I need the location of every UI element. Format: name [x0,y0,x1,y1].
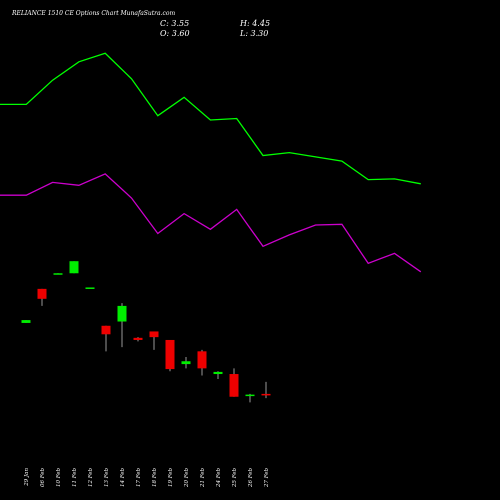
date-label: 13 Feb [104,468,110,488]
high-value: H: 4.45 [240,19,271,28]
candle [117,303,127,348]
candle [181,357,191,369]
candle [213,371,223,379]
candle [53,273,63,275]
date-label: 29 Jan [24,468,30,487]
candle [165,339,175,372]
band-lines [0,52,422,273]
chart-title: RELIANCE 1510 CE Options Chart MunafaSut… [12,10,176,17]
date-label: 14 Feb [120,468,126,488]
candle-body [69,261,79,274]
candle [261,381,271,399]
candle-body [21,320,31,323]
date-label: 20 Feb [184,468,190,489]
date-label: 10 Feb [56,468,62,488]
candle-body [261,393,271,396]
date-label: 17 Feb [136,468,142,488]
open-value: O: 3.60 [160,29,190,38]
date-labels: 29 Jan 06 Feb 10 Feb 11 Feb 12 Feb 13 Feb 14 F… [24,468,270,489]
candle [245,393,255,403]
date-label: 21 Feb [200,468,206,489]
candle-body [229,374,239,397]
candle [229,368,239,397]
candle [133,337,143,342]
candle-body [197,351,207,369]
lower-band-line [0,173,422,273]
candle [101,325,111,352]
candle-body [213,371,223,375]
date-label: 19 Feb [168,468,174,488]
candle-body [37,288,47,299]
candle-body [101,325,111,335]
candle-body [85,287,95,289]
date-label: 27 Feb [264,468,270,489]
candle-body [245,394,255,397]
date-label: 24 Feb [216,468,222,489]
candle-body [117,305,127,322]
candle [37,288,47,306]
candle-body [133,337,143,340]
candles [21,261,271,403]
candle [197,349,207,376]
candle [69,261,79,274]
low-value: L: 3.30 [240,29,269,38]
date-label: 25 Feb [232,468,238,489]
candle-body [165,339,175,370]
date-label: 11 Feb [72,468,78,488]
date-label: 06 Feb [40,468,46,488]
date-label: 12 Feb [88,468,94,488]
candle-body [149,331,159,338]
candle [149,331,159,350]
candle-body [53,273,63,275]
close-value: C: 3.55 [160,19,190,28]
candle-body [181,361,191,365]
candle [85,287,95,289]
date-label: 18 Feb [152,468,158,488]
date-label: 26 Feb [248,468,254,489]
upper-band-line [0,52,421,185]
candle [21,320,31,323]
